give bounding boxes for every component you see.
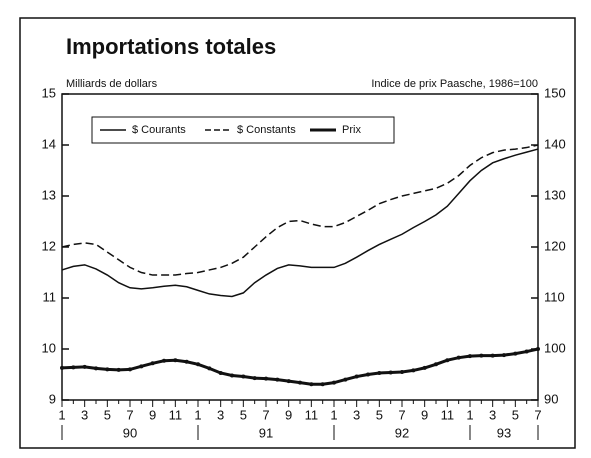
series-marker	[71, 365, 76, 370]
y2-tick-label: 110	[544, 289, 565, 304]
x-tick-label: 7	[126, 407, 133, 422]
series-marker	[468, 354, 472, 359]
year-label: 93	[497, 425, 511, 440]
y2-tick-label: 150	[544, 85, 566, 100]
x-tick-label: 3	[217, 407, 224, 422]
series-marker	[298, 380, 302, 385]
y2-tick-label: 120	[544, 238, 566, 253]
series-marker	[128, 367, 132, 372]
y-tick-label: 14	[42, 136, 56, 151]
series-marker	[60, 365, 64, 370]
series-marker	[354, 374, 359, 379]
series-marker	[343, 377, 348, 382]
x-tick-label: 1	[58, 407, 65, 422]
series-marker	[309, 382, 314, 387]
x-tick-label: 7	[262, 407, 269, 422]
series-marker	[502, 353, 506, 358]
series-marker	[218, 370, 223, 375]
series-marker	[275, 377, 280, 382]
series-marker	[536, 347, 540, 351]
x-tick-label: 11	[441, 407, 455, 422]
x-tick-label: 3	[81, 407, 88, 422]
x-tick-label: 5	[376, 407, 383, 422]
series-marker	[479, 353, 484, 358]
x-tick-label: 5	[512, 407, 519, 422]
series-marker	[264, 376, 268, 381]
series-marker	[207, 366, 212, 371]
series-marker	[320, 382, 325, 387]
series-marker	[241, 374, 246, 379]
series-marker	[150, 361, 155, 366]
series-marker	[196, 362, 200, 367]
series-marker	[400, 369, 404, 374]
x-tick-label: 1	[466, 407, 473, 422]
series-marker	[286, 379, 291, 384]
legend-label: Prix	[342, 124, 361, 136]
series-marker	[105, 367, 110, 372]
y2-tick-label: 140	[544, 136, 566, 151]
y2-tick-label: 100	[544, 340, 566, 355]
legend-label: $ Courants	[132, 124, 186, 136]
series-marker	[94, 366, 98, 371]
legend-label: $ Constants	[237, 124, 296, 136]
x-tick-label: 1	[330, 407, 337, 422]
year-label: 91	[259, 425, 273, 440]
series-line	[61, 148, 539, 298]
series-marker	[490, 353, 495, 358]
series-marker	[434, 362, 438, 367]
series-marker	[252, 376, 257, 381]
x-tick-label: 9	[421, 407, 428, 422]
x-tick-label: 3	[353, 407, 360, 422]
y-tick-label: 11	[43, 289, 57, 304]
x-tick-label: 9	[149, 407, 156, 422]
y-tick-label: 15	[42, 85, 56, 100]
series-marker	[116, 367, 121, 372]
series-marker	[422, 365, 427, 370]
series-marker	[162, 358, 166, 363]
series-marker	[139, 364, 144, 369]
x-tick-label: 11	[305, 407, 319, 422]
y-tick-label: 10	[42, 340, 56, 355]
series-marker	[456, 355, 461, 360]
x-tick-label: 1	[194, 407, 201, 422]
series-marker	[184, 359, 189, 364]
x-tick-label: 7	[534, 407, 541, 422]
series-marker	[230, 373, 234, 378]
series-marker	[513, 351, 518, 356]
x-tick-label: 5	[104, 407, 111, 422]
year-label: 90	[123, 425, 137, 440]
series-line	[61, 144, 539, 276]
series-marker	[411, 368, 416, 373]
x-tick-label: 5	[240, 407, 247, 422]
x-tick-label: 7	[398, 407, 405, 422]
series-marker	[82, 364, 87, 369]
y2-tick-label: 90	[544, 391, 558, 406]
x-tick-label: 3	[489, 407, 496, 422]
x-tick-label: 9	[285, 407, 292, 422]
frame	[19, 17, 576, 449]
series-marker	[173, 358, 178, 363]
series-marker	[524, 349, 529, 354]
series-marker	[445, 358, 450, 363]
legend	[91, 116, 395, 144]
y-tick-label: 12	[42, 238, 56, 253]
series-marker	[377, 370, 382, 375]
y-axis-label: Milliards de dollars	[66, 78, 158, 90]
x-tick-label: 11	[169, 407, 183, 422]
series-marker	[366, 372, 370, 377]
series-marker	[332, 380, 336, 385]
y2-axis-label: Indice de prix Paasche, 1986=100	[371, 78, 538, 90]
series-marker	[388, 370, 393, 375]
y-tick-label: 13	[42, 187, 56, 202]
year-label: 92	[395, 425, 409, 440]
y-tick-label: 9	[49, 391, 56, 406]
series-line	[61, 347, 539, 386]
y2-tick-label: 130	[544, 187, 566, 202]
chart-title: Importations totales	[66, 34, 276, 59]
